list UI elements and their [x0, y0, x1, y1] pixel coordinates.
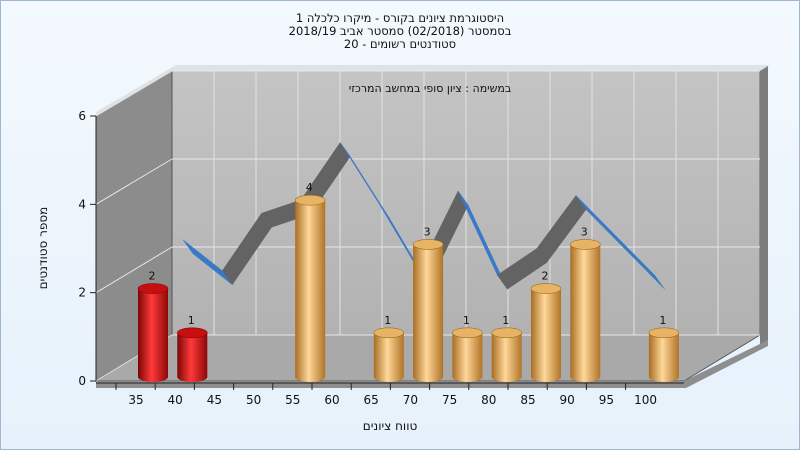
bar-body [373, 332, 404, 382]
bar-top [530, 283, 562, 294]
bar-body [648, 332, 679, 382]
bar-body [138, 288, 168, 382]
bar-body [177, 332, 208, 382]
trend-ribbon-segment [615, 235, 665, 290]
wall-top-edge [96, 65, 770, 116]
x-tick-label: 70 [403, 393, 418, 407]
bar-body [295, 200, 326, 382]
x-tick-label: 50 [246, 393, 261, 407]
bar-90: 3 [569, 225, 601, 382]
bar-value-label: 1 [659, 314, 666, 327]
bar-55: 4 [294, 181, 326, 382]
chart-annotation: במשימה : ציון סופי במחשב המרכזי [349, 82, 512, 95]
bar-value-label: 1 [463, 314, 470, 327]
x-tick-label: 60 [324, 393, 339, 407]
grid-line-left [95, 158, 173, 205]
x-tick-label: 35 [128, 393, 143, 407]
x-axis-label: טווח ציונים [363, 419, 418, 433]
x-tick-label: 40 [168, 393, 183, 407]
bar-body [570, 244, 601, 382]
bar-value-label: 1 [188, 314, 195, 327]
grid-line-left [95, 246, 173, 294]
bar-value-label: 3 [424, 225, 431, 238]
bar-35: 2 [137, 270, 169, 382]
bar-top [569, 239, 601, 250]
y-tick-label: 4 [78, 197, 86, 211]
bar-65: 1 [373, 314, 405, 382]
bar-70: 3 [412, 225, 444, 382]
bar-top [648, 327, 680, 339]
x-tick-label: 90 [560, 393, 575, 407]
y-tick-label: 2 [78, 286, 86, 300]
x-tick-label: 85 [520, 393, 535, 407]
title-line-2: בסמסטר (02/2018) סמסטר אביב 2018/19 [288, 24, 512, 38]
x-tick-label: 45 [207, 393, 222, 407]
x-tick-label: 80 [481, 393, 496, 407]
x-tick-label: 75 [442, 393, 457, 407]
y-tick-label: 6 [78, 109, 86, 123]
bar-40: 1 [177, 314, 208, 382]
x-tick-label: 95 [599, 393, 614, 407]
bar-top [137, 283, 169, 294]
bar-top [177, 327, 208, 339]
x-tick-label: 65 [364, 393, 379, 407]
title-line-3: סטודנטים רשומים - 20 [343, 37, 457, 51]
bar-body [452, 332, 483, 382]
bar-top [491, 327, 523, 339]
title-line-1: היסטוגרמת ציונים בקורס - מיקרו כלכלה 1 [295, 11, 505, 25]
wall-right-shadow [760, 66, 768, 345]
bar-value-label: 4 [306, 181, 313, 194]
bar-top [452, 327, 483, 339]
y-axis-label: מספר סטודנטים [36, 207, 50, 290]
bar-body [531, 288, 561, 382]
grid-line-left [95, 70, 173, 117]
chart-title: היסטוגרמת ציונים בקורס - מיקרו כלכלה 1 ב… [0, 12, 800, 51]
bar-top [373, 327, 405, 339]
bar-100: 1 [648, 314, 680, 382]
bar-top [294, 194, 326, 206]
bar-value-label: 2 [542, 270, 549, 283]
bar-80: 1 [491, 314, 523, 382]
bar-top [412, 239, 444, 250]
bar-body [413, 244, 444, 382]
bar-value-label: 3 [581, 225, 588, 238]
bar-value-label: 2 [149, 270, 156, 283]
y-tick-label: 0 [78, 374, 86, 388]
bar-value-label: 1 [502, 314, 509, 327]
x-tick-label: 100 [634, 393, 657, 407]
bar-body [491, 332, 522, 382]
bar-85: 2 [530, 270, 562, 382]
x-tick-label: 55 [285, 393, 300, 407]
bar-value-label: 1 [384, 314, 391, 327]
bar-75: 1 [452, 314, 483, 382]
